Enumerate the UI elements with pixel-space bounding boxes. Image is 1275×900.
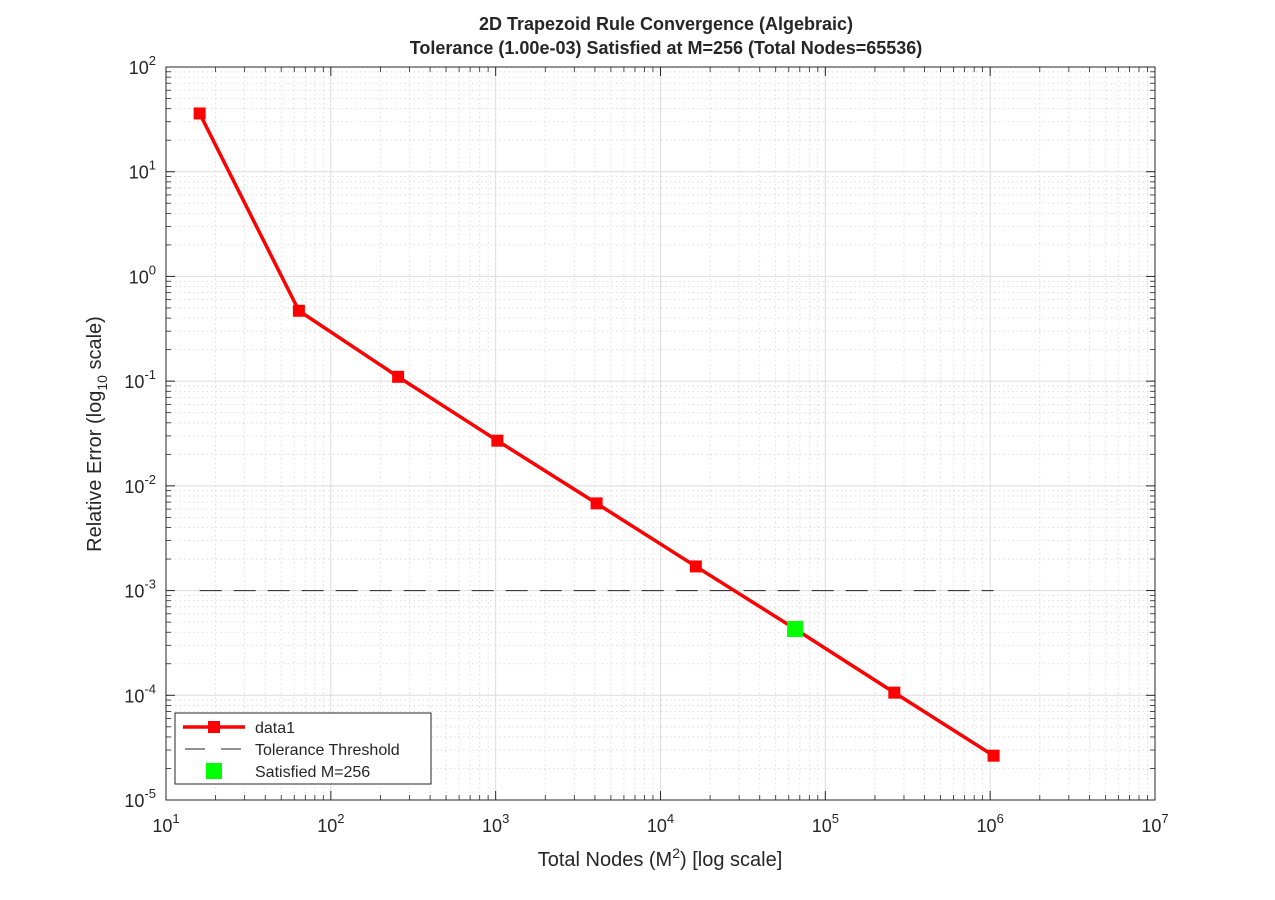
x-tick-label-exponent: 7 <box>1161 811 1168 826</box>
legend-label: Tolerance Threshold <box>255 742 400 759</box>
data1-marker <box>392 370 405 383</box>
data1-marker <box>987 749 1000 762</box>
y-tick-label-base: 10 <box>124 582 144 602</box>
data1-marker <box>292 304 305 317</box>
x-tick-label-exponent: 3 <box>502 811 509 826</box>
y-tick-label-exponent: -5 <box>144 786 156 801</box>
data1-marker <box>888 686 901 699</box>
data1-marker <box>689 560 702 573</box>
x-tick-label: 104 <box>647 811 674 836</box>
y-tick-label-exponent: -1 <box>144 367 156 382</box>
data1-marker <box>491 434 504 447</box>
data1-marker <box>193 107 206 120</box>
y-tick-label: 10-2 <box>124 472 156 497</box>
x-tick-label: 107 <box>1141 811 1168 836</box>
legend-label: Satisfied M=256 <box>255 764 370 781</box>
y-tick-label-base: 10 <box>129 267 149 287</box>
y-tick-label-base: 10 <box>124 686 144 706</box>
legend-label: data1 <box>255 720 295 737</box>
data1-marker <box>590 497 603 510</box>
y-tick-label: 10-1 <box>124 367 156 392</box>
x-tick-label: 105 <box>812 811 839 836</box>
x-tick-label-base: 10 <box>1141 816 1161 836</box>
x-tick-label: 101 <box>152 811 179 836</box>
x-tick-label-base: 10 <box>977 816 997 836</box>
x-tick-label-exponent: 4 <box>667 811 674 826</box>
x-axis-label: Total Nodes (M2) [log scale] <box>538 845 783 871</box>
y-tick-label-base: 10 <box>129 163 149 183</box>
y-tick-label-base: 10 <box>129 58 149 78</box>
chart-subtitle: Tolerance (1.00e-03) Satisfied at M=256 … <box>410 38 923 58</box>
x-tick-label-exponent: 5 <box>832 811 839 826</box>
y-tick-label-base: 10 <box>124 372 144 392</box>
y-tick-label-exponent: -4 <box>144 681 156 696</box>
x-tick-label-exponent: 6 <box>997 811 1004 826</box>
y-tick-label: 101 <box>129 158 156 183</box>
axis-ticks <box>165 66 1156 801</box>
legend: data1 Tolerance Threshold Satisfied M=256 <box>174 712 432 785</box>
x-tick-label: 103 <box>482 811 509 836</box>
x-tick-label-base: 10 <box>647 816 667 836</box>
x-tick-label-base: 10 <box>317 816 337 836</box>
y-tick-label: 100 <box>129 262 156 287</box>
y-tick-label: 10-4 <box>124 681 156 706</box>
legend-data1-marker <box>208 721 220 733</box>
y-tick-label: 10-3 <box>124 577 156 602</box>
x-tick-label: 102 <box>317 811 344 836</box>
y-tick-label-base: 10 <box>124 791 144 811</box>
satisfied-marker <box>787 620 804 637</box>
series-layer <box>193 107 1000 762</box>
chart-title: 2D Trapezoid Rule Convergence (Algebraic… <box>479 14 853 34</box>
x-tick-label-exponent: 2 <box>337 811 344 826</box>
y-tick-label-exponent: 2 <box>149 53 156 68</box>
x-tick-label-base: 10 <box>812 816 832 836</box>
x-tick-label-exponent: 1 <box>172 811 179 826</box>
legend-satisfied-marker <box>206 763 222 779</box>
x-tick-labels: 101 102 103 104 105 106 107 <box>152 811 1168 836</box>
x-tick-label-base: 10 <box>482 816 502 836</box>
y-tick-label-exponent: 1 <box>149 158 156 173</box>
y-axis-label: Relative Error (log10 scale) <box>84 316 110 552</box>
y-tick-label: 102 <box>129 53 156 78</box>
y-tick-label-exponent: -2 <box>144 472 156 487</box>
x-tick-label-base: 10 <box>152 816 172 836</box>
y-tick-label-exponent: -3 <box>144 577 156 592</box>
y-tick-label: 10-5 <box>124 786 156 811</box>
x-tick-label: 106 <box>977 811 1004 836</box>
y-tick-label-exponent: 0 <box>149 262 156 277</box>
y-tick-label-base: 10 <box>124 477 144 497</box>
